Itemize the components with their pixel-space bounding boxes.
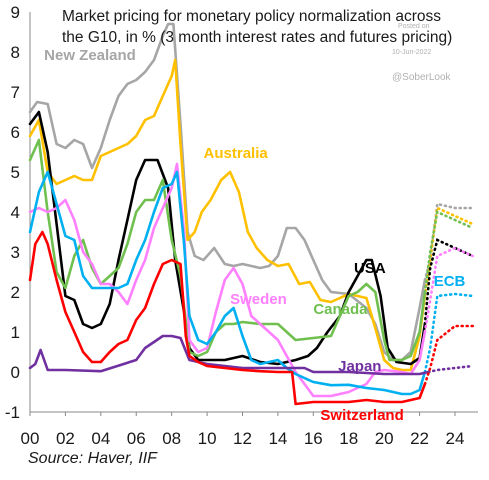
x-tick-label: 10 (198, 429, 217, 448)
series-line-sweden (28, 162, 427, 398)
x-tick-label: 18 (339, 429, 358, 448)
series-forecast-japan (427, 364, 474, 374)
series-label-sweden: Sweden (230, 291, 287, 308)
x-tick-label: 08 (162, 429, 181, 448)
x-tick-label: 02 (56, 429, 75, 448)
y-tick-label: 0 (11, 363, 20, 382)
y-tick-label: 8 (11, 43, 20, 62)
y-tick-label: 4 (11, 203, 20, 222)
x-tick-labels: 00 02 04 06 08 10 12 14 16 18 20 22 24 (21, 412, 465, 448)
series-forecast-canada (423, 210, 474, 294)
x-tick-label: 06 (127, 429, 146, 448)
x-tick-label: 22 (410, 429, 429, 448)
series-label-canada: Canada (313, 301, 368, 318)
x-tick-label: 14 (268, 429, 287, 448)
y-tick-label: 7 (11, 83, 20, 102)
series-line-japan (28, 334, 430, 376)
y-tick-label: 9 (11, 3, 20, 22)
x-tick-label: 24 (446, 429, 465, 448)
y-tick-label: 1 (11, 323, 20, 342)
series-forecast-sweden (423, 246, 474, 334)
series-label-ecb: ECB (434, 273, 466, 290)
watermark-handle: @SoberLook (392, 72, 452, 83)
series-forecast-switzerland (423, 324, 474, 386)
series-line-new-zealand (28, 22, 427, 362)
x-tick-label: 12 (233, 429, 252, 448)
chart-title-line-1: Market pricing for monetary policy norma… (62, 8, 441, 25)
x-tick-label: 00 (21, 429, 40, 448)
x-tick-label: 20 (375, 429, 394, 448)
series-forecast-usa (423, 238, 474, 326)
series-line-ecb (28, 170, 427, 396)
y-tick-label: 6 (11, 123, 20, 142)
y-tick-label: 3 (11, 243, 20, 262)
watermark-date: 10-Jun-2022 (392, 49, 431, 56)
series-line-australia (28, 58, 427, 372)
series-label-australia: Australia (204, 145, 269, 162)
series-forecast-ecb (423, 292, 474, 374)
y-tick-label: -1 (5, 403, 20, 422)
series-labels: New Zealand Australia USA Canada Sweden ECB Ja… (44, 47, 465, 424)
y-tick-label: 5 (11, 163, 20, 182)
series-line-usa (28, 110, 427, 366)
watermark-posted-on: Posted on (398, 23, 430, 30)
series-label-usa: USA (354, 260, 386, 277)
chart-title-line-2: the G10, in % (3 month interest rates an… (62, 29, 452, 46)
series-label-new-zealand: New Zealand (44, 47, 136, 64)
series-label-switzerland: Switzerland (320, 407, 403, 424)
x-tick-label: 04 (91, 429, 110, 448)
series-line-switzerland (28, 230, 427, 406)
y-tick-label: 2 (11, 283, 20, 302)
series-label-japan: Japan (338, 358, 381, 375)
y-tick-labels: -1 0 1 2 3 4 5 6 7 8 9 (5, 3, 20, 422)
chart-source: Source: Haver, IIF (28, 450, 158, 467)
series-layer (28, 22, 474, 406)
x-tick-label: 16 (304, 429, 323, 448)
